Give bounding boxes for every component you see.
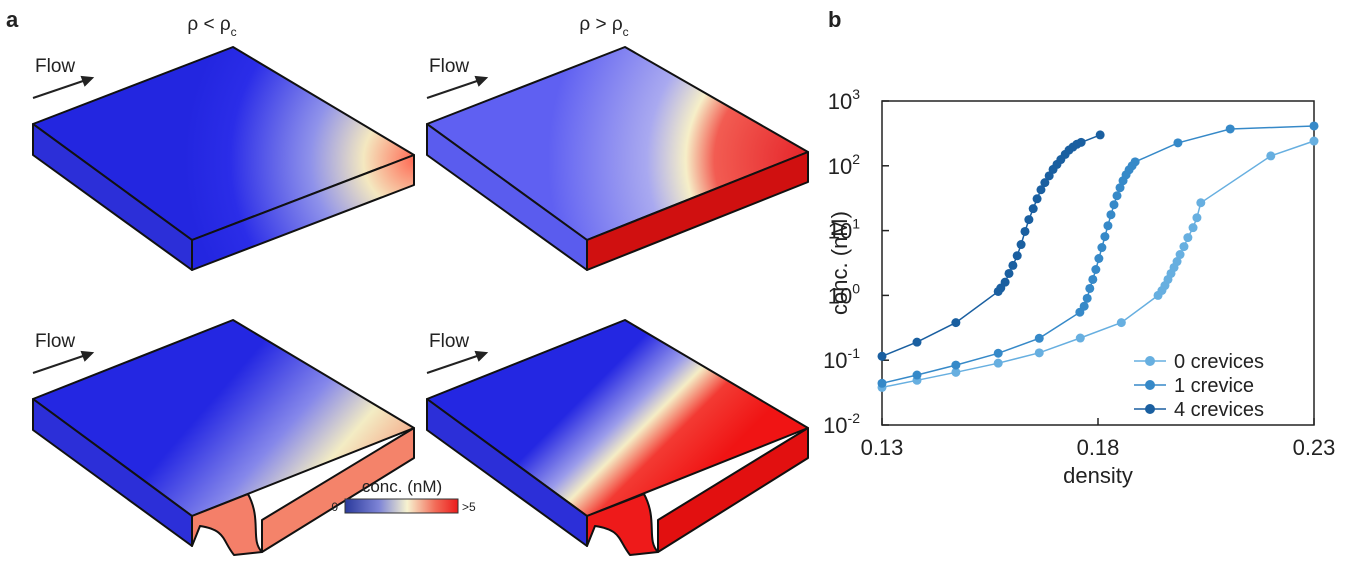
flow-label: Flow: [35, 56, 75, 77]
data-point: [951, 367, 961, 377]
y-tick-label: 10-2: [823, 410, 860, 438]
data-point: [1109, 200, 1119, 210]
slab: [32, 46, 415, 271]
data-point: [1173, 138, 1183, 148]
legend-label: 1 crevice: [1174, 375, 1254, 397]
data-point: [1116, 318, 1126, 328]
panel-label: a: [6, 7, 19, 32]
data-point: [1082, 293, 1092, 303]
slab: [426, 46, 809, 271]
data-point: [1112, 191, 1122, 201]
y-tick-label: 101: [828, 216, 860, 244]
colorbar-label: 0: [331, 500, 338, 514]
data-point: [1196, 198, 1206, 208]
data-point: [1100, 232, 1110, 242]
data-point: [993, 358, 1003, 368]
data-point: [1034, 333, 1044, 343]
data-point: [1076, 137, 1086, 147]
y-tick-label: 10-1: [823, 345, 860, 373]
data-point: [1172, 257, 1182, 267]
data-point: [877, 378, 887, 388]
data-point: [1103, 221, 1113, 231]
column-subscript: c: [623, 25, 629, 39]
data-point: [951, 318, 961, 328]
y-tick-label: 103: [828, 86, 860, 114]
data-point: [1012, 251, 1022, 261]
data-point: [1266, 151, 1276, 161]
data-point: [1115, 183, 1125, 193]
column-text: ρ < ρ: [187, 14, 230, 35]
data-point: [1188, 223, 1198, 233]
data-point: [1028, 204, 1038, 214]
y-tick-label: 100: [828, 280, 860, 308]
data-point: [1024, 215, 1034, 225]
legend-marker: [1145, 380, 1155, 390]
colorbar: [344, 498, 459, 514]
flow-label: Flow: [429, 331, 469, 352]
flow-label: Flow: [35, 331, 75, 352]
data-point: [951, 360, 961, 370]
data-point: [1192, 213, 1202, 223]
series-line: [881, 134, 1101, 357]
data-point: [1020, 226, 1030, 236]
data-point: [1040, 178, 1050, 188]
flow-arrow: [32, 75, 489, 374]
flow-label: Flow: [429, 56, 469, 77]
x-tick-label: 0.18: [1077, 435, 1120, 460]
data-point: [1094, 254, 1104, 264]
legend-label: 4 crevices: [1174, 399, 1264, 421]
data-point: [1309, 136, 1319, 146]
column-text: ρ > ρ: [579, 14, 622, 35]
line-chart: 0.13 0.18 0.23 10-2 10-1 100 101 102 103 density c…: [823, 86, 1335, 488]
data-point: [993, 348, 1003, 358]
data-point: [1004, 268, 1014, 278]
x-axis-label: density: [1063, 463, 1133, 488]
data-point: [1085, 283, 1095, 293]
colorbar-title: conc. (nM): [362, 477, 442, 496]
data-point: [1008, 260, 1018, 270]
column-title: ρ > ρc: [579, 14, 628, 39]
data-point: [1016, 240, 1026, 250]
data-point: [1079, 301, 1089, 311]
data-point: [1032, 194, 1042, 204]
panel-label: b: [828, 7, 841, 32]
x-tick-label: 0.13: [861, 435, 904, 460]
y-tick-label: 102: [828, 151, 860, 179]
data-point: [877, 351, 887, 361]
data-point: [1036, 185, 1046, 195]
legend-label: 0 crevices: [1174, 351, 1264, 373]
data-point: [1175, 250, 1185, 260]
data-point: [1034, 348, 1044, 358]
data-point: [1106, 210, 1116, 220]
data-point: [1091, 265, 1101, 275]
data-point: [1309, 121, 1319, 131]
colorbar-label: >5: [462, 500, 476, 514]
legend-marker: [1145, 356, 1155, 366]
y-axis-label: conc. (nM): [827, 211, 852, 315]
data-point: [1179, 242, 1189, 252]
slab: [426, 319, 809, 556]
data-point: [1075, 333, 1085, 343]
x-tick-label: 0.23: [1293, 435, 1336, 460]
data-point: [1000, 277, 1010, 287]
data-point: [1225, 124, 1235, 134]
column-title: ρ < ρc: [187, 14, 236, 39]
data-point: [1183, 233, 1193, 243]
data-point: [1097, 243, 1107, 253]
data-point: [1088, 274, 1098, 284]
legend-marker: [1145, 404, 1155, 414]
column-subscript: c: [231, 25, 237, 39]
data-point: [1130, 157, 1140, 167]
slab: [32, 319, 415, 556]
data-point: [912, 337, 922, 347]
data-point: [1095, 130, 1105, 140]
data-point: [912, 370, 922, 380]
